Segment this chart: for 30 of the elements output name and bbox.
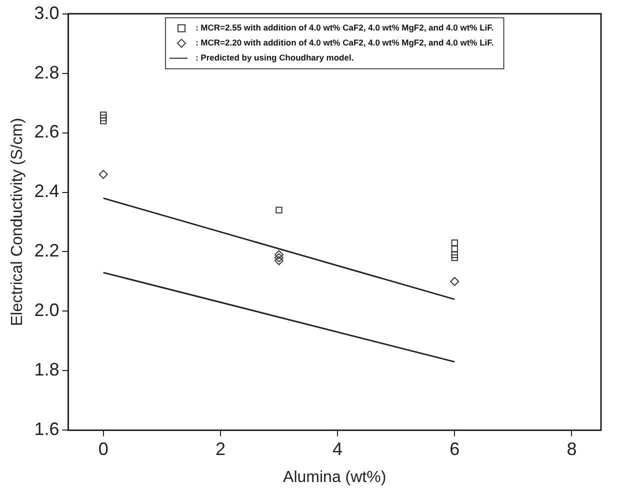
- point: [100, 118, 107, 124]
- y-tick-label: 1.8: [34, 360, 60, 380]
- point: [276, 206, 282, 214]
- y-tick-label: 2.2: [34, 240, 60, 261]
- point: [451, 251, 458, 258]
- point: [451, 245, 458, 252]
- x-tick-label: 6: [450, 438, 460, 459]
- x-tick-label: 8: [566, 438, 577, 459]
- legend-label: : MCR=2.55 with addition of 4.0 wt% CaF2, 4.0 wt% MgF2, and 4.0 wt% LiF.: [195, 22, 494, 33]
- y-tick-label: 2.6: [34, 122, 60, 142]
- y-axis-title: Electrical Conductivity (S/cm): [9, 118, 26, 326]
- y-tick-label: 1.6: [34, 419, 60, 440]
- point: [100, 114, 107, 122]
- point: [274, 253, 284, 262]
- point: [451, 239, 458, 246]
- y-tick-label: 3.0: [34, 2, 60, 23]
- y-tick-label: 2.0: [34, 300, 60, 320]
- legend-label: : MCR=2.20 with addition of 4.0 wt% CaF2, 4.0 wt% MgF2, and 4.0 wt% LiF.: [195, 38, 494, 48]
- point: [450, 276, 460, 286]
- x-tick-label: 2: [215, 438, 226, 459]
- point: [274, 256, 284, 266]
- legend-label: : Predicted by using Choudhary model.: [195, 52, 354, 63]
- x-tick-label: 4: [332, 438, 343, 459]
- x-axis-title: Alumina (wt%): [283, 468, 386, 486]
- y-tick-label: 2.8: [34, 62, 60, 82]
- x-tick-label: 0: [98, 438, 108, 459]
- point: [98, 170, 108, 179]
- point: [274, 250, 284, 260]
- point: [451, 254, 458, 262]
- y-tick-label: 2.4: [34, 181, 60, 202]
